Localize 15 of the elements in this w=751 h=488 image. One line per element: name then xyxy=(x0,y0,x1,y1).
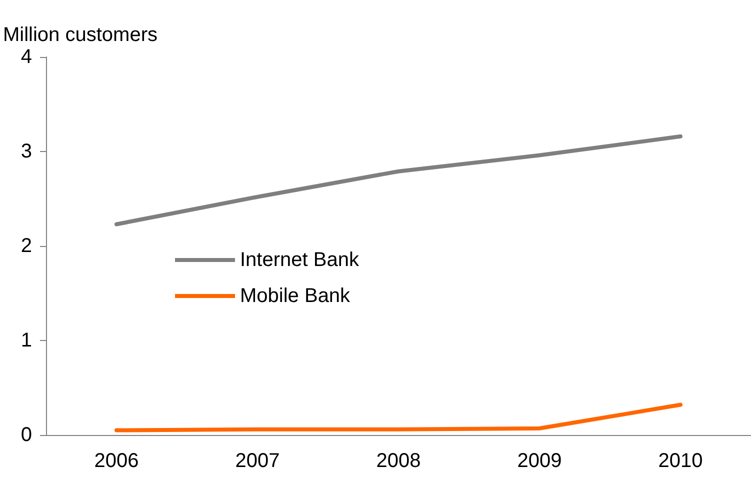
line-series xyxy=(114,402,682,432)
legend-label: Mobile Bank xyxy=(240,285,352,307)
x-tick-label: 2008 xyxy=(376,450,421,472)
legend-label: Internet Bank xyxy=(240,249,360,271)
y-axis-title: Million customers xyxy=(3,24,158,46)
y-tick-label: 2 xyxy=(20,235,32,257)
x-tick-label: 2010 xyxy=(658,450,703,472)
y-tick-label: 0 xyxy=(20,424,32,446)
x-tick-label: 2006 xyxy=(94,450,139,472)
line-series xyxy=(114,134,682,226)
y-tick-label: 4 xyxy=(20,46,32,68)
x-tick-label: 2009 xyxy=(517,450,562,472)
x-tick-label: 2007 xyxy=(235,450,280,472)
y-tick-label: 1 xyxy=(20,330,32,352)
y-tick-label: 3 xyxy=(20,140,32,162)
